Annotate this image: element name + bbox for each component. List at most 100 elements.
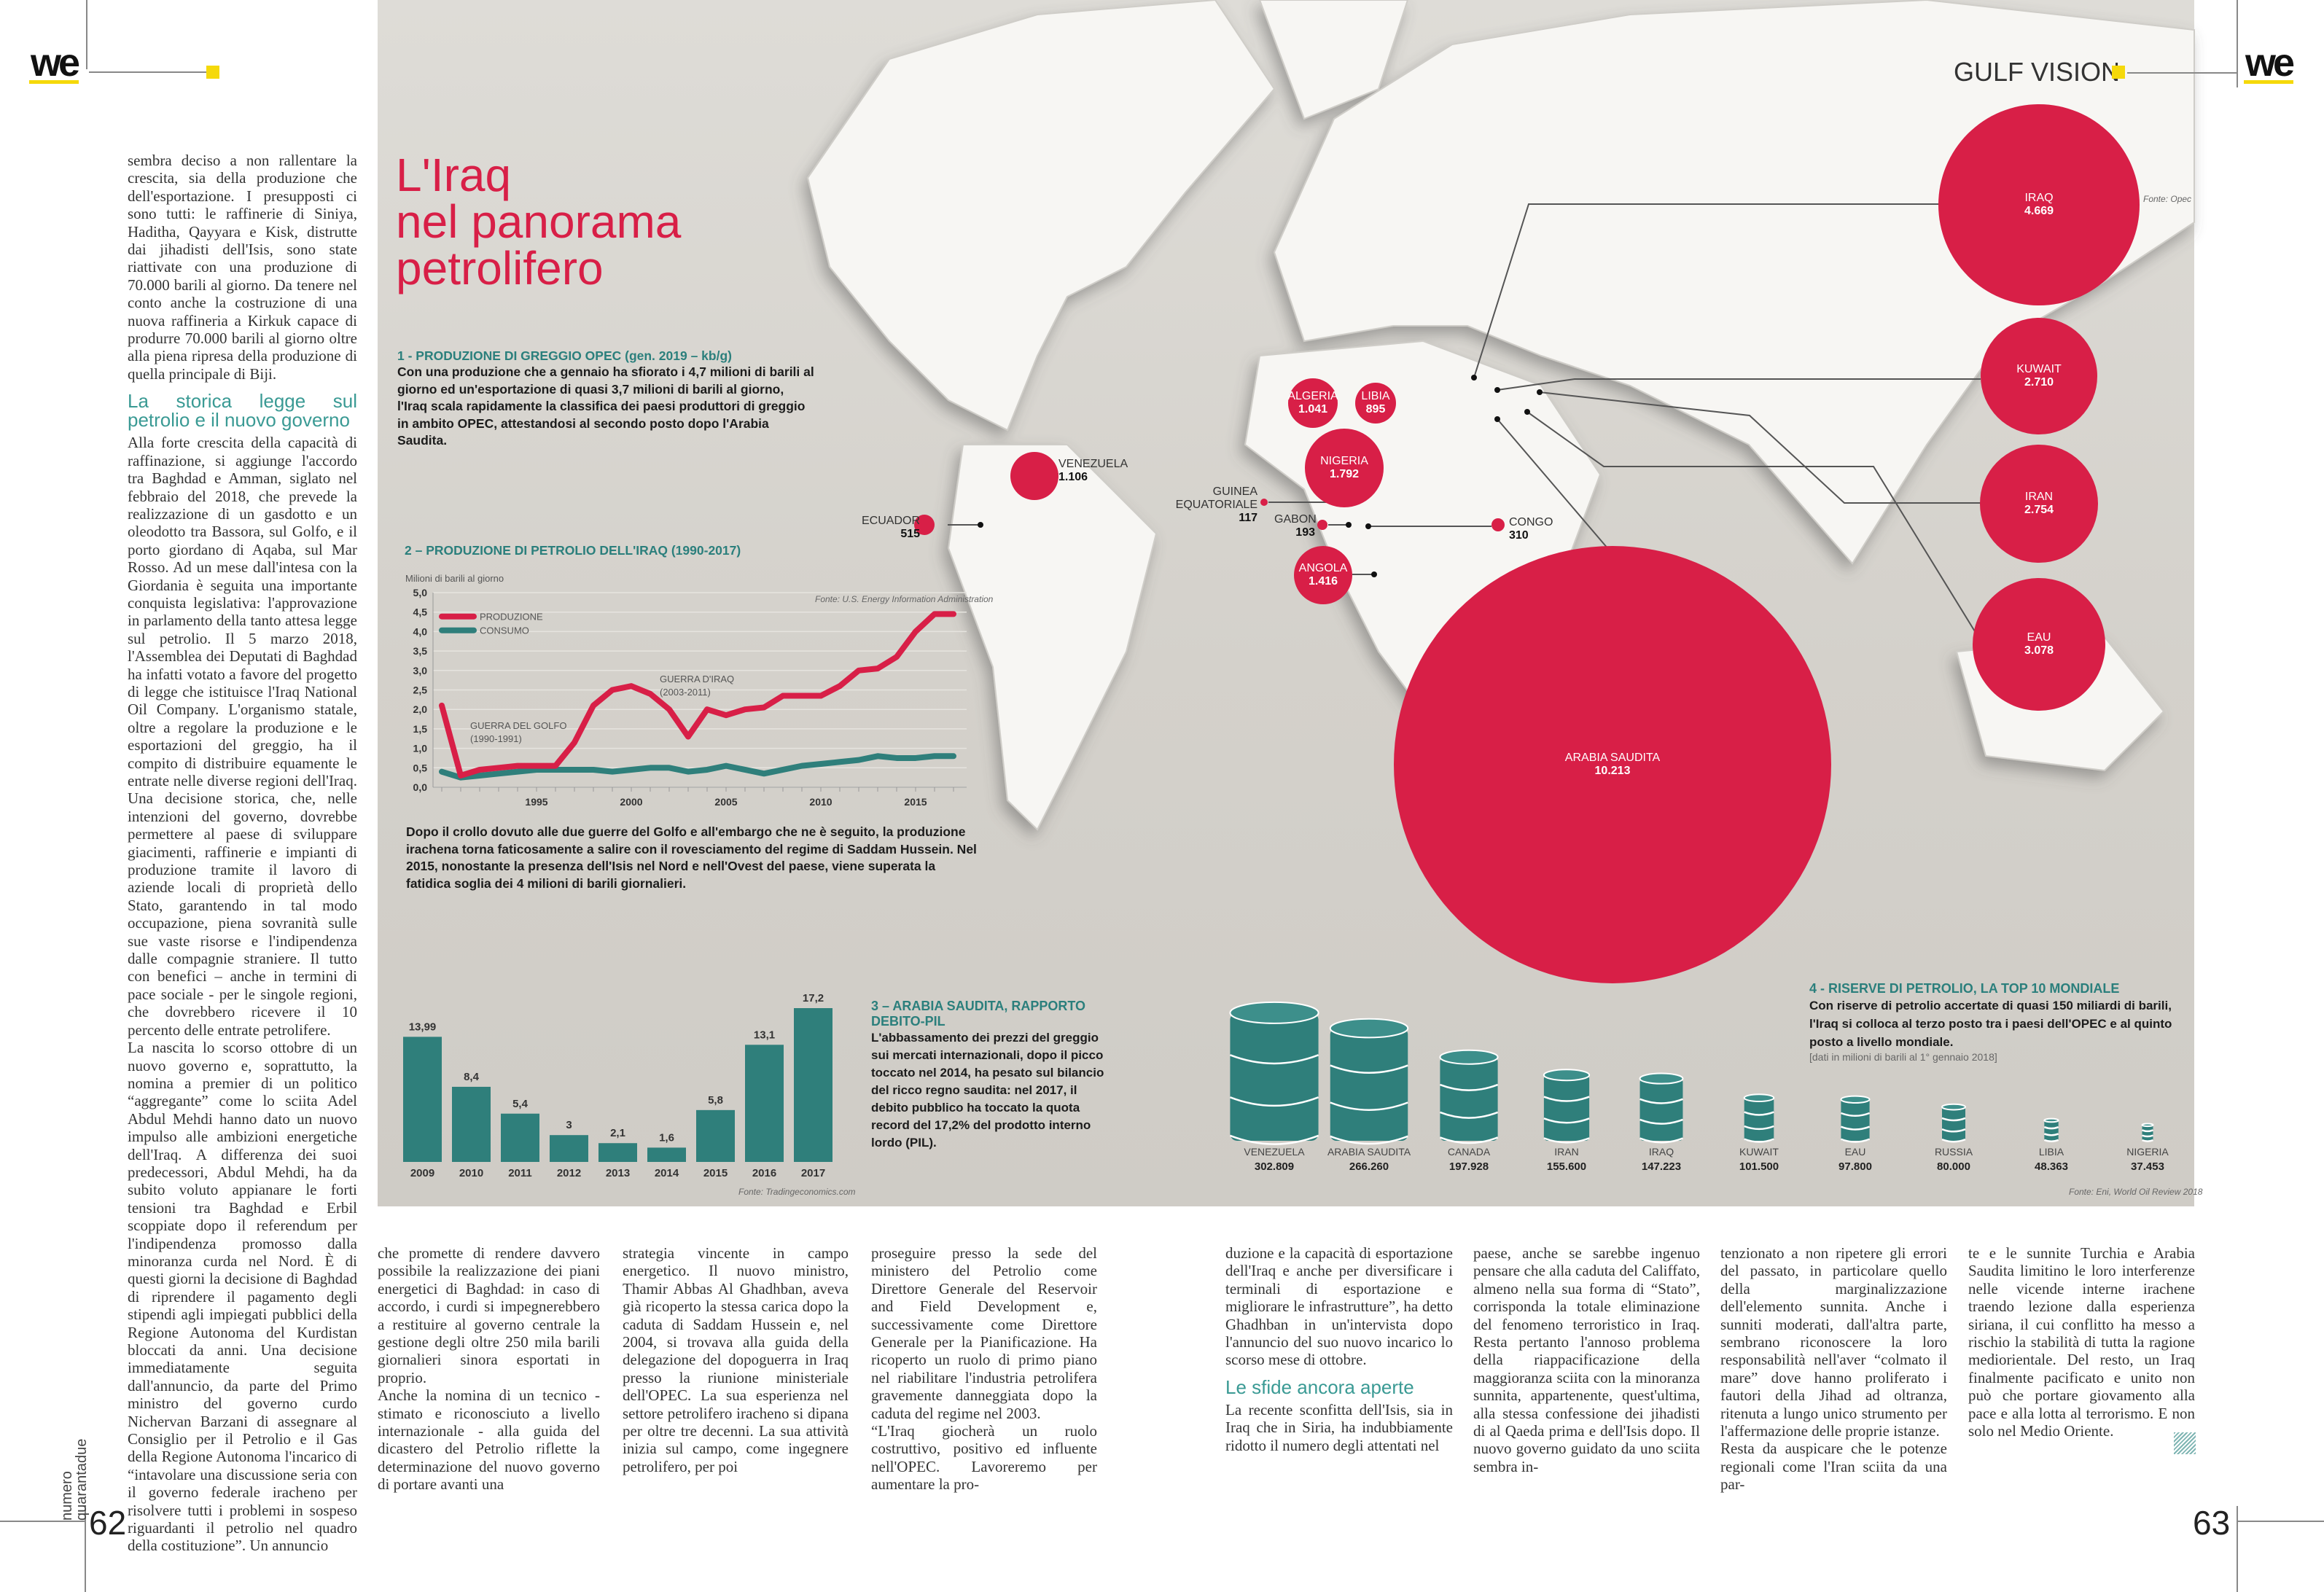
section2-body: Dopo il crollo dovuto alle due guerre de… <box>406 824 977 891</box>
bubble-iraq: IRAQ 4.669 <box>1938 104 2140 305</box>
barrel-top <box>1639 1072 1684 1085</box>
title-line: L'Iraq <box>396 149 512 201</box>
y-tick-label: 1,0 <box>413 743 428 754</box>
label-ecuador: ECUADOR 515 <box>862 515 921 540</box>
bar-chart-source: Fonte: Tradingeconomics.com <box>738 1187 856 1197</box>
article-paragraph: tenzionato a non ripetere gli errori del… <box>1720 1244 1947 1440</box>
bar-category-label: 2011 <box>508 1167 532 1179</box>
section3: 3 – ARABIA SAUDITA, RAPPORTO DEBITO-PIL … <box>871 999 1112 1152</box>
label-gabon: GABON 193 <box>1274 513 1317 539</box>
article-paragraph: La nascita lo scorso ottobre di un nuovo… <box>128 1039 357 1555</box>
barrel-band <box>2142 1139 2153 1142</box>
section2-heading: 2 – PRODUZIONE DI PETROLIO DELL'IRAQ (19… <box>405 543 741 558</box>
bar <box>696 1109 735 1162</box>
barrel-band <box>1439 1136 1499 1144</box>
bubble-congo <box>1492 518 1505 531</box>
bubble-guinea-equatoriale <box>1260 499 1268 506</box>
barrel-band <box>2043 1126 2059 1130</box>
barrel-band <box>1941 1128 1966 1133</box>
y-tick-label: 4,5 <box>413 606 428 618</box>
label-congo: CONGO 310 <box>1509 516 1553 542</box>
line-chart-ylabel: Milioni di barili al giorno <box>405 573 504 584</box>
bar-value-label: 1,6 <box>659 1131 674 1144</box>
section1-heading: 1 - PRODUZIONE DI GREGGIO OPEC (gen. 201… <box>397 348 732 363</box>
bar-value-label: 17,2 <box>803 992 824 1004</box>
barrel-band <box>1543 1137 1590 1144</box>
corner-line <box>86 0 87 69</box>
y-tick-label: 1,5 <box>413 723 428 735</box>
barrel-country-label: RUSSIA <box>1935 1146 1973 1158</box>
y-tick-label: 2,0 <box>413 703 428 715</box>
barrel-body <box>1543 1074 1590 1141</box>
section4-body: Con riserve di petrolio accertate di qua… <box>1809 999 2172 1049</box>
page-number-right: 63 <box>2193 1504 2231 1542</box>
barrel-band <box>1639 1118 1683 1125</box>
barrel-band <box>1744 1111 1774 1116</box>
bubble-value: 1.792 <box>1329 468 1360 480</box>
bubble-angola: ANGOLA 1.416 <box>1294 546 1352 604</box>
bubble-value: 895 <box>1365 403 1386 415</box>
barrel-top <box>1941 1103 1966 1111</box>
connector-lines <box>948 203 1984 645</box>
barrel <box>1639 1072 1684 1144</box>
bubble-value: 4.669 <box>2024 205 2054 217</box>
barrel-country-label: IRAN <box>1554 1146 1578 1158</box>
y-tick-label: 3,5 <box>413 645 428 657</box>
debt-gdp-bar-chart: 13,99 2009 8,4 2010 5,4 2011 3 2012 2,1 2013 1,6 20… <box>403 992 832 1179</box>
y-tick-label: 3,0 <box>413 665 428 676</box>
barrel-body <box>1330 1028 1408 1141</box>
legend-label: CONSUMO <box>480 625 529 636</box>
article-column-3: proseguire presso la sede del ministero … <box>871 1244 1097 1494</box>
left-logo: we <box>29 41 80 85</box>
chart-annotation: GUERRA D'IRAQ <box>660 674 734 684</box>
right-logo: we <box>2244 41 2295 85</box>
article-paragraph: proseguire presso la sede del ministero … <box>871 1244 1097 1422</box>
article-paragraph: Resta da auspicare che le potenze region… <box>1720 1440 1947 1494</box>
barrel-value-label: 147.223 <box>1642 1160 1681 1173</box>
section4-heading: 4 - RISERVE DI PETROLIO, LA TOP 10 MONDI… <box>1809 981 2120 996</box>
bar <box>501 1113 539 1162</box>
bar-category-label: 2017 <box>801 1167 825 1179</box>
barrel-country-label: KUWAIT <box>1739 1146 1779 1158</box>
x-tick-label: 2005 <box>714 796 737 808</box>
continent-south-america <box>947 444 1158 831</box>
barrel <box>1840 1095 1871 1143</box>
barrel <box>1743 1093 1775 1143</box>
barrel-body <box>1841 1099 1870 1141</box>
x-tick-label: 2015 <box>904 796 927 808</box>
bubble-value: 3.078 <box>2024 644 2054 657</box>
barrel-band <box>1941 1117 1966 1122</box>
bubble-label: IRAN <box>2024 491 2054 503</box>
bar-value-label: 2,1 <box>610 1127 625 1139</box>
bubble-iran: IRAN 2.754 <box>1980 445 2098 563</box>
y-tick-label: 0,5 <box>413 762 428 773</box>
section3-heading-line: 3 – ARABIA SAUDITA, RAPPORTO <box>871 999 1086 1013</box>
yellow-square-marker <box>206 66 219 79</box>
bar-value-label: 5,4 <box>512 1098 529 1110</box>
barrel-band <box>2142 1129 2153 1133</box>
article-paragraph: duzione e la capacità di esportazione de… <box>1225 1244 1453 1369</box>
barrel-body <box>2142 1125 2153 1141</box>
chart-annotation: (1990-1991) <box>470 733 522 744</box>
footer-rule <box>0 1521 85 1522</box>
barrel-band <box>1439 1111 1499 1119</box>
article-paragraph: sembra deciso a non rallentare la cresci… <box>128 152 357 383</box>
barrel-body <box>1744 1098 1774 1141</box>
bar-value-label: 5,8 <box>708 1094 723 1107</box>
barrel <box>1941 1103 1966 1143</box>
bar-category-label: 2012 <box>557 1167 581 1179</box>
chart-annotation: (2003-2011) <box>660 687 711 698</box>
y-tick-label: 5,0 <box>413 587 428 598</box>
barrel-band <box>2043 1133 2059 1136</box>
barrel-value-label: 302.809 <box>1255 1160 1294 1173</box>
article-column-5: paese, anche se sarebbe ingenuo pensare … <box>1473 1244 1700 1475</box>
barrel <box>1329 1018 1409 1145</box>
bar-category-label: 2010 <box>459 1167 483 1179</box>
chart-annotation: GUERRA DEL GOLFO <box>470 720 566 731</box>
barrel-band <box>1840 1125 1871 1131</box>
article-column-2: strategia vincente in campo energetico. … <box>623 1244 849 1475</box>
issue-label: numero quarantadue <box>59 1438 90 1521</box>
bubble-eau: EAU 3.078 <box>1973 578 2105 711</box>
footer-rule <box>2237 1521 2324 1522</box>
title-line: nel panorama <box>396 195 682 248</box>
